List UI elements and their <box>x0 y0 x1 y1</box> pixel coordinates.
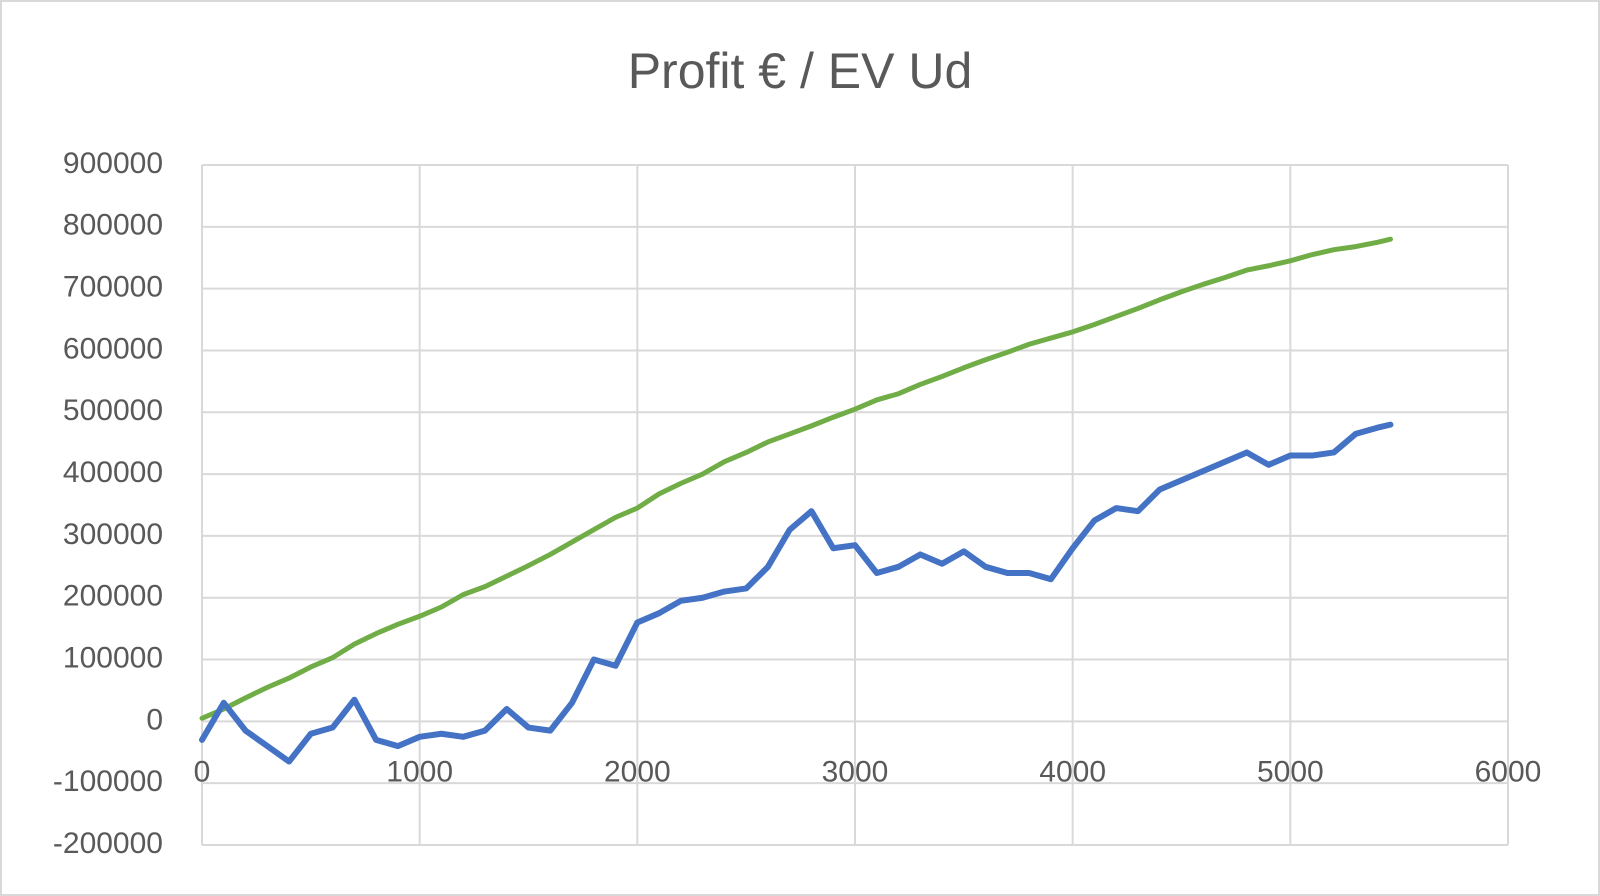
y-tick-label: -200000 <box>53 827 163 860</box>
y-tick-label: 0 <box>146 703 163 736</box>
y-tick-label: 300000 <box>63 518 163 551</box>
x-tick-label: 2000 <box>604 755 671 788</box>
y-tick-label: 200000 <box>63 580 163 613</box>
y-tick-label: 500000 <box>63 394 163 427</box>
series-line <box>199 421 1394 765</box>
y-tick-label: 600000 <box>63 332 163 365</box>
x-tick-label: 4000 <box>1039 755 1106 788</box>
y-tick-label: 100000 <box>63 641 163 674</box>
series-line <box>199 236 1393 721</box>
y-tick-label: 900000 <box>63 147 163 180</box>
y-tick-label: 400000 <box>63 456 163 489</box>
y-tick-label: 800000 <box>63 209 163 242</box>
x-tick-label: 6000 <box>1475 755 1542 788</box>
x-tick-label: 0 <box>194 755 211 788</box>
x-tick-label: 1000 <box>386 755 453 788</box>
y-tick-label: 700000 <box>63 271 163 304</box>
chart-title: Profit € / EV Ud <box>628 43 973 99</box>
x-tick-label: 3000 <box>822 755 889 788</box>
y-tick-label: -100000 <box>53 765 163 798</box>
x-tick-label: 5000 <box>1257 755 1324 788</box>
